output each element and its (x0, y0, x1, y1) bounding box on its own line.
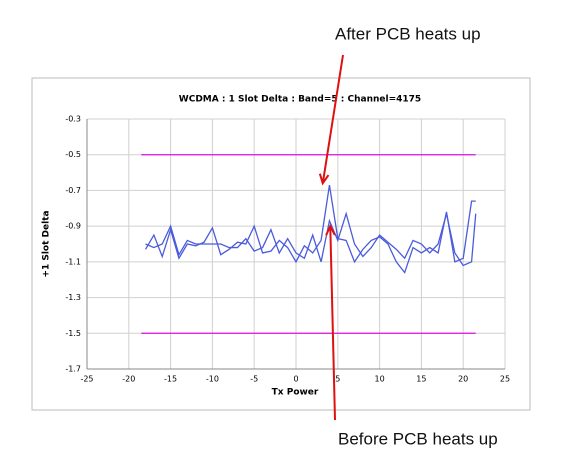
annotation-arrowhead (325, 223, 336, 236)
x-tick-label: -10 (206, 375, 219, 384)
y-tick-label: -0.7 (65, 186, 81, 195)
y-tick-label: -1.5 (65, 329, 81, 338)
x-tick-label: -15 (164, 375, 177, 384)
x-tick-label: -5 (250, 375, 258, 384)
y-axis-label: +1 Slot Delta (42, 210, 52, 277)
annotation-arrowhead (318, 173, 330, 186)
y-tick-label: -0.3 (65, 115, 81, 124)
x-tick-label: 15 (416, 375, 426, 384)
annotation-text: After PCB heats up (335, 24, 481, 43)
y-tick-label: -1.1 (65, 257, 81, 266)
annotation-arrow (329, 226, 336, 421)
x-tick-label: 25 (500, 375, 510, 384)
x-tick-label: 5 (335, 375, 340, 384)
x-tick-label: 20 (458, 375, 468, 384)
y-tick-label: -1.3 (65, 293, 81, 302)
x-tick-label: -20 (122, 375, 135, 384)
chart-frame (31, 77, 531, 411)
chart-title: WCDMA : 1 Slot Delta : Band=5 : Channel=… (179, 95, 421, 105)
y-tick-label: -1.7 (65, 365, 81, 374)
annotation-text: Before PCB heats up (338, 429, 498, 448)
x-tick-label: 10 (375, 375, 385, 384)
annotation-arrow (321, 54, 344, 184)
x-tick-label: -25 (80, 375, 93, 384)
y-tick-label: -0.9 (65, 222, 81, 231)
data-line (145, 211, 477, 267)
y-tick-label: -0.5 (65, 150, 81, 159)
x-tick-label: 0 (293, 375, 298, 384)
x-axis-label: Tx Power (272, 388, 319, 398)
